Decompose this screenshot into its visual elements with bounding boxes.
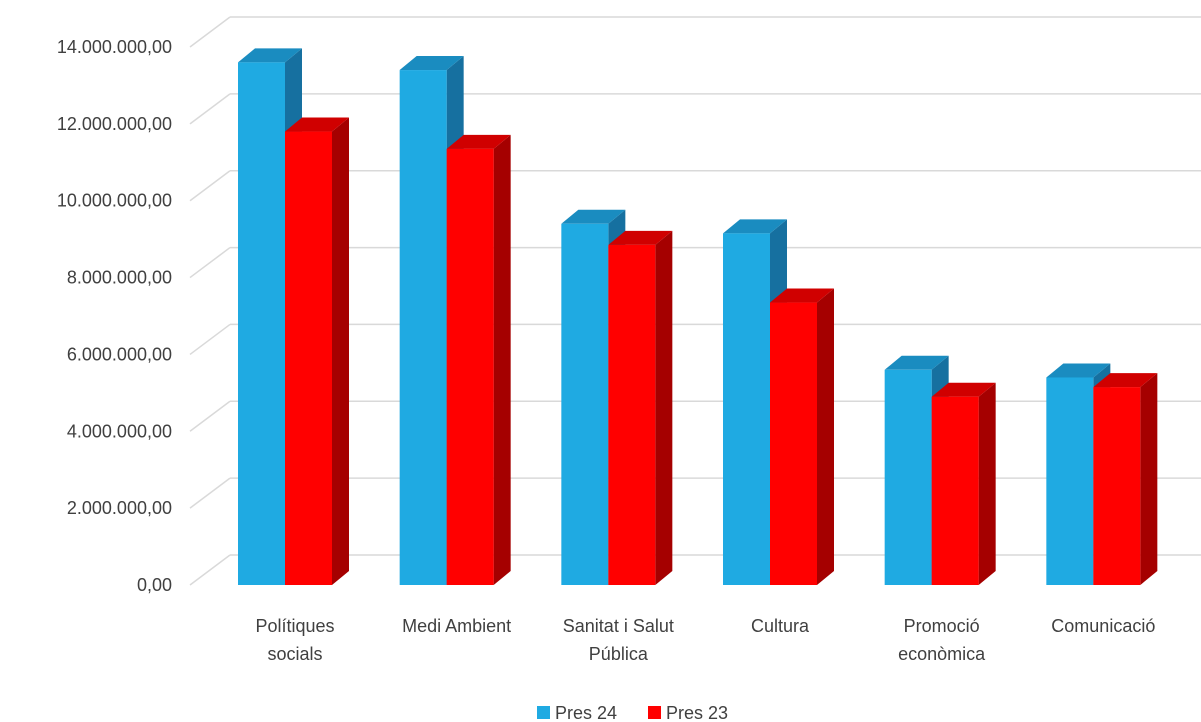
y-axis-ticks: 0,00 2.000.000,00 4.000.000,00 6.000.000,00…	[57, 37, 172, 595]
legend-label: Pres 23	[666, 703, 728, 722]
gridline	[189, 93, 1201, 125]
x-category-label: Promoció econòmica	[898, 616, 986, 664]
x-axis-categories: Polítiques socials Medi Ambient Sanitat i S…	[255, 616, 1155, 664]
x-category-label: Sanitat i Salut Pública	[563, 616, 674, 664]
bar-pres23	[285, 117, 349, 586]
gridline	[189, 477, 1201, 509]
y-tick-label: 2.000.000,00	[67, 498, 172, 518]
bar-pres23	[770, 288, 834, 585]
gridline	[189, 323, 1201, 356]
legend-item: Pres 23	[648, 703, 728, 722]
bar-pres23	[608, 230, 673, 585]
bar-pres23	[931, 382, 996, 585]
y-tick-label: 0,00	[137, 575, 172, 595]
x-category-label: Cultura	[751, 616, 810, 636]
bars	[238, 48, 1158, 586]
legend-label: Pres 24	[555, 703, 617, 722]
x-category-label: Comunicació	[1051, 616, 1155, 636]
y-tick-label: 12.000.000,00	[57, 114, 172, 134]
y-tick-label: 4.000.000,00	[67, 421, 172, 441]
bar-pres23	[446, 134, 511, 586]
x-category-label: Medi Ambient	[402, 616, 511, 636]
y-tick-label: 8.000.000,00	[67, 268, 172, 288]
y-tick-label: 14.000.000,00	[57, 37, 172, 57]
gridline	[189, 16, 1201, 48]
x-category-label: Polítiques socials	[255, 616, 334, 664]
gridline	[189, 246, 1201, 279]
legend-swatch	[537, 706, 550, 719]
legend-swatch	[648, 706, 661, 719]
gridline	[189, 400, 1201, 432]
gridline	[189, 169, 1201, 202]
legend: Pres 24 Pres 23	[537, 703, 728, 722]
gridline	[189, 554, 1201, 586]
y-tick-label: 6.000.000,00	[67, 344, 172, 364]
y-tick-label: 10.000.000,00	[57, 191, 172, 211]
gridlines	[189, 16, 1201, 586]
bar-pres23	[1093, 373, 1158, 585]
legend-item: Pres 24	[537, 703, 617, 722]
